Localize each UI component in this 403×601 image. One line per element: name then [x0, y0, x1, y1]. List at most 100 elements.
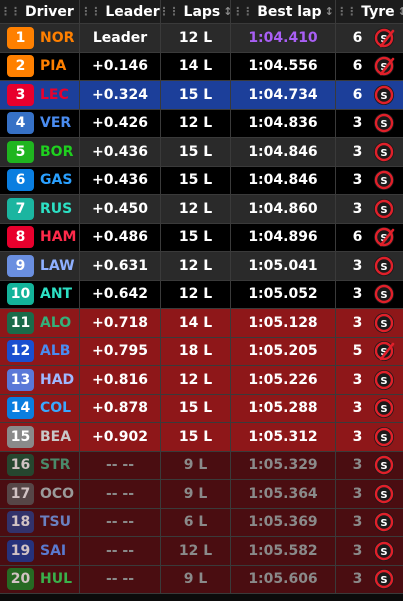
header-row: ⋮⋮ Driver ↕ ⋮⋮ Leader ⋮⋮ Laps ↕ ⋮⋮ Best … [0, 0, 403, 24]
driver-row[interactable]: 14 COL +0.878 15 L 1:05.288 3 S [0, 394, 403, 423]
sort-icon[interactable]: ↕ [223, 5, 230, 18]
driver-row[interactable]: 11 ALO +0.718 14 L 1:05.128 3 S [0, 309, 403, 338]
tyre-age: 3 [352, 428, 363, 445]
leader-column-header[interactable]: ⋮⋮ Leader [80, 0, 161, 23]
drag-handle-icon[interactable]: ⋮⋮ [0, 5, 21, 18]
soft-tyre-icon: S [373, 312, 395, 334]
driver-row[interactable]: 12 ALB +0.795 18 L 1:05.205 5 S [0, 337, 403, 366]
driver-row[interactable]: 18 TSU -- -- 6 L 1:05.369 3 S [0, 508, 403, 537]
tyre-age: 5 [352, 343, 363, 360]
driver-row[interactable]: 13 HAD +0.816 12 L 1:05.226 3 S [0, 366, 403, 395]
position-badge: 13 [7, 368, 34, 391]
driver-code: GAS [40, 172, 73, 189]
soft-tyre-icon: S [373, 540, 395, 562]
svg-text:S: S [380, 290, 387, 301]
laps-count: 12 L [161, 195, 231, 223]
driver-code: TSU [40, 514, 72, 531]
driver-row[interactable]: 6 GAS +0.436 15 L 1:04.846 3 S [0, 166, 403, 195]
best-lap-time: 1:04.836 [231, 109, 336, 137]
drag-handle-icon[interactable]: ⋮⋮ [80, 5, 101, 18]
soft-tyre-icon: S [373, 141, 395, 163]
driver-row[interactable]: 5 BOR +0.436 15 L 1:04.846 3 S [0, 138, 403, 167]
laps-count: 15 L [161, 166, 231, 194]
sort-icon[interactable]: ↕ [324, 5, 334, 18]
position-badge: 6 [7, 169, 34, 192]
best-lap-time: 1:04.860 [231, 195, 336, 223]
drag-handle-icon[interactable]: ⋮⋮ [232, 5, 253, 18]
driver-row[interactable]: 9 LAW +0.631 12 L 1:05.041 3 S [0, 252, 403, 281]
driver-column-header[interactable]: ⋮⋮ Driver ↕ [0, 0, 80, 23]
position-badge: 10 [7, 283, 34, 306]
driver-row[interactable]: 3 LEC +0.324 15 L 1:04.734 6 S [0, 81, 403, 110]
sort-icon[interactable]: ↕ [77, 5, 79, 18]
driver-rows: 1 NOR Leader 12 L 1:04.410 6 S 2 PIA +0.146 14 L 1:… [0, 24, 403, 594]
best-lap-time: 1:04.734 [231, 81, 336, 109]
driver-cell: 18 TSU [0, 508, 80, 536]
laps-column-header[interactable]: ⋮⋮ Laps ↕ [161, 0, 231, 23]
tyre-age: 6 [352, 58, 363, 75]
tyre-age: 3 [352, 571, 363, 588]
driver-row[interactable]: 1 NOR Leader 12 L 1:04.410 6 S [0, 24, 403, 53]
tyre-age: 3 [352, 143, 363, 160]
driver-cell: 12 ALB [0, 337, 80, 365]
driver-row[interactable]: 16 STR -- -- 9 L 1:05.329 3 S [0, 451, 403, 480]
tyre-age: 3 [352, 457, 363, 474]
position-badge: 14 [7, 397, 34, 420]
svg-text:S: S [380, 461, 387, 472]
driver-row[interactable]: 7 RUS +0.450 12 L 1:04.860 3 S [0, 195, 403, 224]
driver-row[interactable]: 8 HAM +0.486 15 L 1:04.896 6 S [0, 223, 403, 252]
driver-row[interactable]: 2 PIA +0.146 14 L 1:04.556 6 S [0, 52, 403, 81]
best-lap-time: 1:05.041 [231, 252, 336, 280]
driver-code: NOR [40, 29, 75, 46]
laps-count: 12 L [161, 109, 231, 137]
gap-to-leader: +0.146 [80, 52, 161, 80]
driver-row[interactable]: 20 HUL -- -- 9 L 1:05.606 3 S [0, 565, 403, 594]
tyre-age: 3 [352, 400, 363, 417]
laps-header-label: Laps [183, 3, 221, 20]
best-lap-time: 1:04.846 [231, 166, 336, 194]
drag-handle-icon[interactable]: ⋮⋮ [336, 5, 357, 18]
soft-tyre-icon: S [373, 511, 395, 533]
driver-row[interactable]: 4 VER +0.426 12 L 1:04.836 3 S [0, 109, 403, 138]
sort-icon[interactable]: ↕ [397, 5, 403, 18]
position-badge: 20 [7, 568, 34, 591]
driver-code: BOR [40, 143, 74, 160]
laps-count: 14 L [161, 52, 231, 80]
position-badge: 9 [7, 254, 34, 277]
svg-text:S: S [380, 404, 387, 415]
soft-tyre-icon: S [373, 27, 395, 49]
laps-count: 18 L [161, 337, 231, 365]
svg-text:S: S [380, 547, 387, 558]
best-lap-time: 1:05.288 [231, 394, 336, 422]
driver-row[interactable]: 17 OCO -- -- 9 L 1:05.364 3 S [0, 480, 403, 509]
tyre-column-header[interactable]: ⋮⋮ Tyre ↕ [336, 0, 403, 23]
driver-cell: 13 HAD [0, 366, 80, 394]
tyre-age: 3 [352, 514, 363, 531]
driver-cell: 14 COL [0, 394, 80, 422]
best-lap-time: 1:05.369 [231, 508, 336, 536]
laps-count: 15 L [161, 223, 231, 251]
svg-text:S: S [380, 262, 387, 273]
best-lap-time: 1:05.205 [231, 337, 336, 365]
drag-handle-icon[interactable]: ⋮⋮ [161, 5, 180, 18]
gap-to-leader: +0.436 [80, 138, 161, 166]
laps-count: 14 L [161, 309, 231, 337]
driver-row[interactable]: 15 BEA +0.902 15 L 1:05.312 3 S [0, 423, 403, 452]
driver-row[interactable]: 19 SAI -- -- 12 L 1:05.582 3 S [0, 537, 403, 566]
best-lap-time: 1:05.312 [231, 423, 336, 451]
driver-code: LEC [40, 86, 69, 103]
driver-code: ANT [40, 286, 73, 303]
driver-cell: 3 LEC [0, 81, 80, 109]
driver-row[interactable]: 10 ANT +0.642 12 L 1:05.052 3 S [0, 280, 403, 309]
svg-text:S: S [380, 347, 387, 358]
position-badge: 3 [7, 83, 34, 106]
soft-tyre-icon: S [373, 397, 395, 419]
svg-text:S: S [380, 62, 387, 73]
best-lap-time: 1:04.410 [231, 24, 336, 52]
best-lap-column-header[interactable]: ⋮⋮ Best lap ↕ [231, 0, 336, 23]
